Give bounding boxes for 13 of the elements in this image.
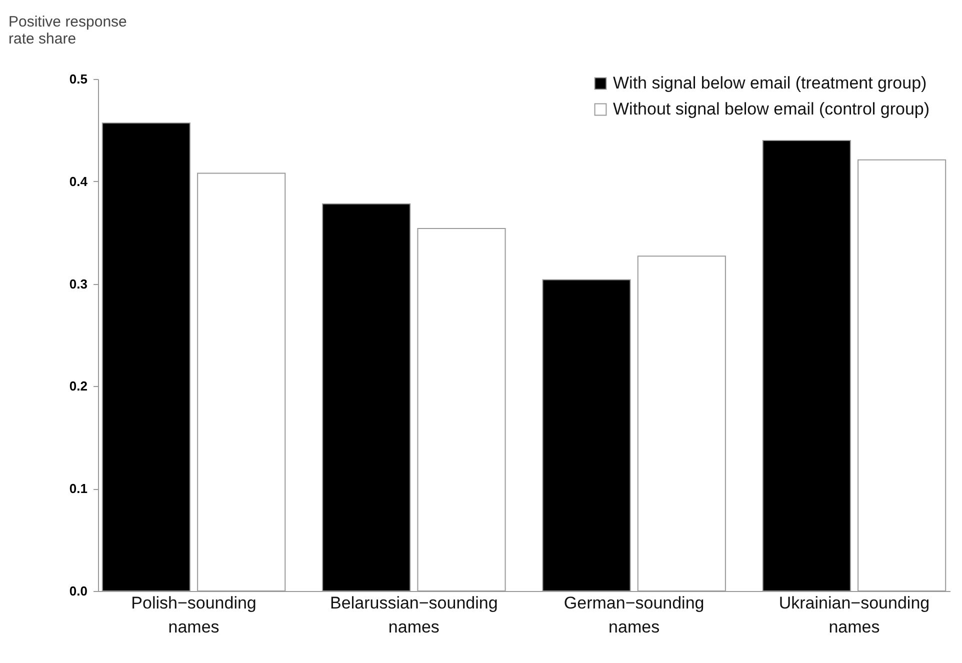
- y-tick-label: 0.3: [69, 276, 88, 292]
- y-axis-title: Positive response rate share: [8, 14, 127, 48]
- y-tick-label: 0.1: [69, 481, 88, 496]
- legend-label: With signal below email (treatment group): [613, 74, 927, 92]
- y-tick-label: 0.5: [69, 72, 88, 86]
- y-tick-label: 0.2: [69, 378, 88, 394]
- x-tick-label: Ukrainian−sounding names: [778, 594, 930, 636]
- y-tick-label: 0.0: [69, 584, 88, 598]
- legend-label: Without signal below email (control group): [613, 100, 930, 118]
- x-tick-label: Belarussian−sounding names: [330, 594, 498, 636]
- x-tick-label: German−sounding names: [564, 594, 704, 636]
- y-tick-label: 0.4: [69, 174, 88, 189]
- x-tick-label: Polish−sounding names: [131, 594, 256, 636]
